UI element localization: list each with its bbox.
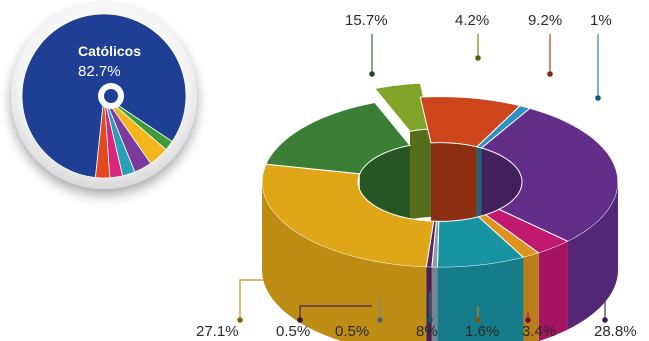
leader-dot: [475, 55, 481, 61]
catolicos-pie-chart: Católicos 82.7%: [11, 3, 197, 189]
donut-inner-wall: [430, 142, 477, 235]
donut-outer-wall: [262, 181, 427, 341]
leader-line: [299, 305, 372, 320]
leader-dot: [427, 317, 433, 323]
small-pie-slice: [94, 95, 111, 179]
donut-slice-top: [265, 101, 411, 175]
catolicos-label: Católicos: [78, 43, 141, 59]
catolicos-value: 82.7%: [78, 63, 121, 80]
leader-dot: [525, 317, 531, 323]
leader-dot: [547, 71, 553, 77]
donut-inner-wall: [476, 146, 482, 237]
donut-value-label: 4.2%: [455, 12, 489, 29]
donut-outer-wall: [437, 257, 524, 341]
leader-dot: [602, 317, 608, 323]
donut-value-label: 3.4%: [522, 323, 556, 340]
donut-value-label: 27.1%: [196, 323, 239, 340]
leader-dot: [369, 71, 375, 77]
donut-value-label: 1.6%: [465, 323, 499, 340]
donut-value-label: 0.5%: [276, 323, 310, 340]
leader-dot: [297, 317, 303, 323]
leader-dot: [475, 317, 481, 323]
leader-dot: [377, 317, 383, 323]
donut-value-label: 28.8%: [594, 323, 637, 340]
pie-center-hole: [104, 89, 118, 103]
religion-3d-donut-chart: [261, 82, 619, 341]
donut-outer-wall: [538, 241, 568, 341]
donut-value-label: 8%: [416, 323, 438, 340]
donut-slice-top: [261, 163, 435, 268]
leader-dot: [237, 317, 243, 323]
donut-value-label: 0.5%: [335, 323, 369, 340]
donut-inner-wall: [409, 128, 431, 220]
leader-line: [239, 279, 290, 320]
donut-value-label: 1%: [590, 12, 612, 29]
leader-dot: [595, 95, 601, 101]
donut-value-label: 9.2%: [528, 12, 562, 29]
donut-labels: 15.7% 4.2% 9.2% 1% 28.8% 3.4% 1.6% 8% 0.5% 0.5% 27…: [196, 12, 637, 340]
donut-value-label: 15.7%: [345, 12, 388, 29]
donut-outer-wall: [431, 267, 438, 341]
